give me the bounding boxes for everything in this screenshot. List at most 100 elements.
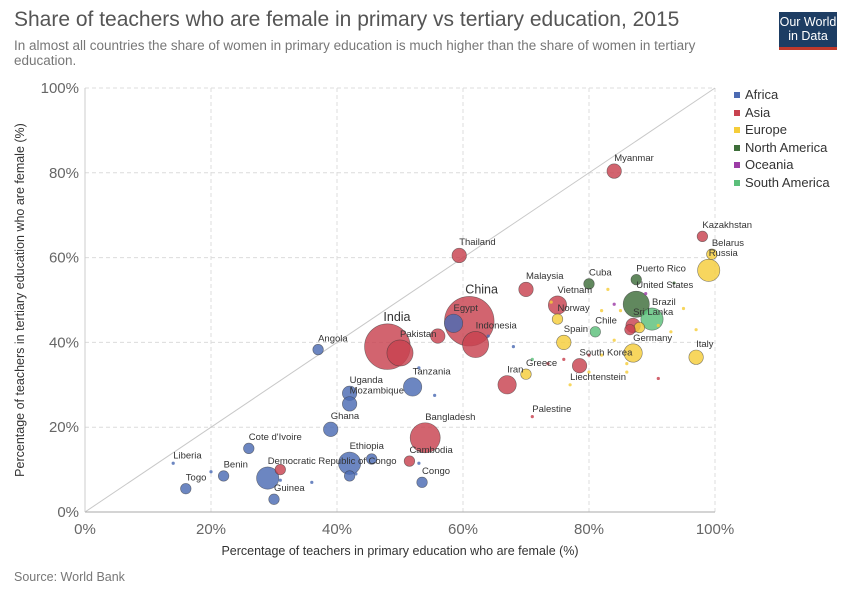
grid-layer [84, 87, 716, 513]
point-label: Italy [696, 339, 714, 350]
point-label: Thailand [459, 237, 495, 248]
point-label: Malaysia [526, 271, 564, 282]
point-label: Democratic Republic of Congo [268, 456, 397, 467]
point-mozambique [342, 396, 358, 412]
point-unlabeled [486, 334, 490, 338]
legend-item[interactable]: Europe [734, 122, 787, 137]
legend-label: Africa [745, 87, 779, 102]
point-cambodia [403, 455, 416, 467]
point-liberia [171, 461, 175, 465]
point-label: Congo [422, 466, 450, 477]
y-tick-label: 100% [41, 80, 79, 97]
point-cuba [583, 278, 595, 290]
point-label: Benin [224, 460, 248, 471]
point-spain [556, 334, 572, 350]
point-belarus [706, 248, 718, 260]
logo-line-1: Our World [779, 15, 837, 29]
point-togo [180, 483, 192, 495]
point-unlabeled [681, 306, 686, 311]
point-label: China [465, 282, 498, 296]
point-unlabeled [600, 353, 604, 357]
equality-line [84, 87, 716, 513]
point-benin [218, 470, 230, 482]
point-puerto-rico [630, 274, 642, 286]
point-unlabeled [600, 309, 604, 313]
y-axis-title: Percentage of teachers in tertiary educa… [13, 123, 27, 477]
point-south-korea [571, 358, 588, 374]
legend-label: Europe [745, 122, 787, 137]
legend-item[interactable]: Asia [734, 105, 770, 120]
point-united-states [622, 290, 650, 318]
point-unlabeled [417, 461, 421, 465]
point-democratic-republic-of-congo [256, 466, 280, 490]
legend-label: South America [745, 174, 830, 190]
y-tick-label: 80% [49, 165, 79, 182]
point-label: Myanmar [614, 153, 654, 164]
point-unlabeled [644, 311, 648, 315]
point-unlabeled [430, 328, 446, 344]
source-note: Source: World Bank [14, 570, 125, 584]
chart-title: Share of teachers who are female in prim… [14, 8, 680, 31]
point-bangladesh [409, 422, 441, 454]
legend-item[interactable]: South America [734, 175, 830, 190]
point-unlabeled [625, 370, 629, 374]
owid-logo[interactable]: Our World in Data [779, 12, 837, 50]
legend-swatch [734, 179, 740, 186]
point-label: United States [636, 280, 693, 291]
point-indonesia [462, 331, 490, 358]
point-unlabeled [612, 338, 616, 342]
y-tick-label: 60% [49, 250, 79, 267]
logo-line-2: in Data [788, 28, 828, 43]
legend-swatch [734, 109, 740, 116]
point-label: Liechtenstein [570, 372, 626, 383]
y-tick-label: 40% [49, 334, 79, 351]
point-label: Kazakhstan [702, 220, 752, 231]
legend-item[interactable]: Oceania [734, 157, 793, 172]
point-unlabeled [209, 470, 213, 474]
point-unlabeled [549, 300, 553, 304]
point-label: Togo [186, 472, 207, 483]
x-tick-label: 0% [74, 521, 96, 538]
point-cote-d-ivoire [243, 442, 255, 455]
point-label: Indonesia [476, 320, 518, 331]
point-label: Belarus [712, 238, 744, 249]
point-label: Sri Lanka [633, 307, 674, 318]
point-label: Ethiopia [350, 441, 385, 452]
point-unlabeled [546, 362, 550, 366]
axis-layer: 0% 20% 40% 60% 80% 100% 0% 20% 40% 60% 80% 100% Perc… [13, 80, 734, 558]
point-tanzania [403, 377, 423, 397]
point-greece [520, 368, 532, 380]
point-label: Puerto Rico [636, 263, 686, 274]
point-label: Iran [507, 365, 523, 376]
y-tick-label: 0% [57, 504, 79, 521]
point-label: Germany [633, 333, 672, 344]
point-unlabeled [606, 287, 610, 291]
legend-swatch [734, 162, 740, 168]
point-thailand [451, 247, 467, 264]
point-unlabeled [278, 478, 282, 482]
point-label: Chile [595, 316, 617, 327]
point-palestine [530, 415, 534, 419]
point-germany [623, 343, 643, 363]
point-unlabeled [562, 357, 566, 361]
point-label: Cuba [589, 268, 612, 279]
point-unlabeled [669, 330, 673, 334]
point-label: Russia [709, 248, 739, 259]
legend-label: Asia [745, 104, 771, 120]
point-label: Norway [558, 303, 590, 314]
legend-item[interactable]: North America [734, 140, 827, 155]
point-unlabeled [587, 370, 591, 374]
point-label: Angola [318, 333, 348, 344]
legend-item[interactable]: Africa [734, 87, 778, 102]
point-ghana [323, 421, 339, 437]
point-malaysia [518, 281, 534, 297]
point-unlabeled [694, 328, 698, 332]
point-russia [697, 258, 721, 282]
logo-accent-bar [779, 47, 837, 50]
point-label: Tanzania [413, 367, 452, 378]
point-unlabeled [274, 464, 286, 476]
point-unlabeled [625, 362, 629, 366]
point-unlabeled [612, 302, 616, 306]
x-tick-label: 60% [448, 521, 478, 538]
point-unlabeled [417, 366, 421, 370]
